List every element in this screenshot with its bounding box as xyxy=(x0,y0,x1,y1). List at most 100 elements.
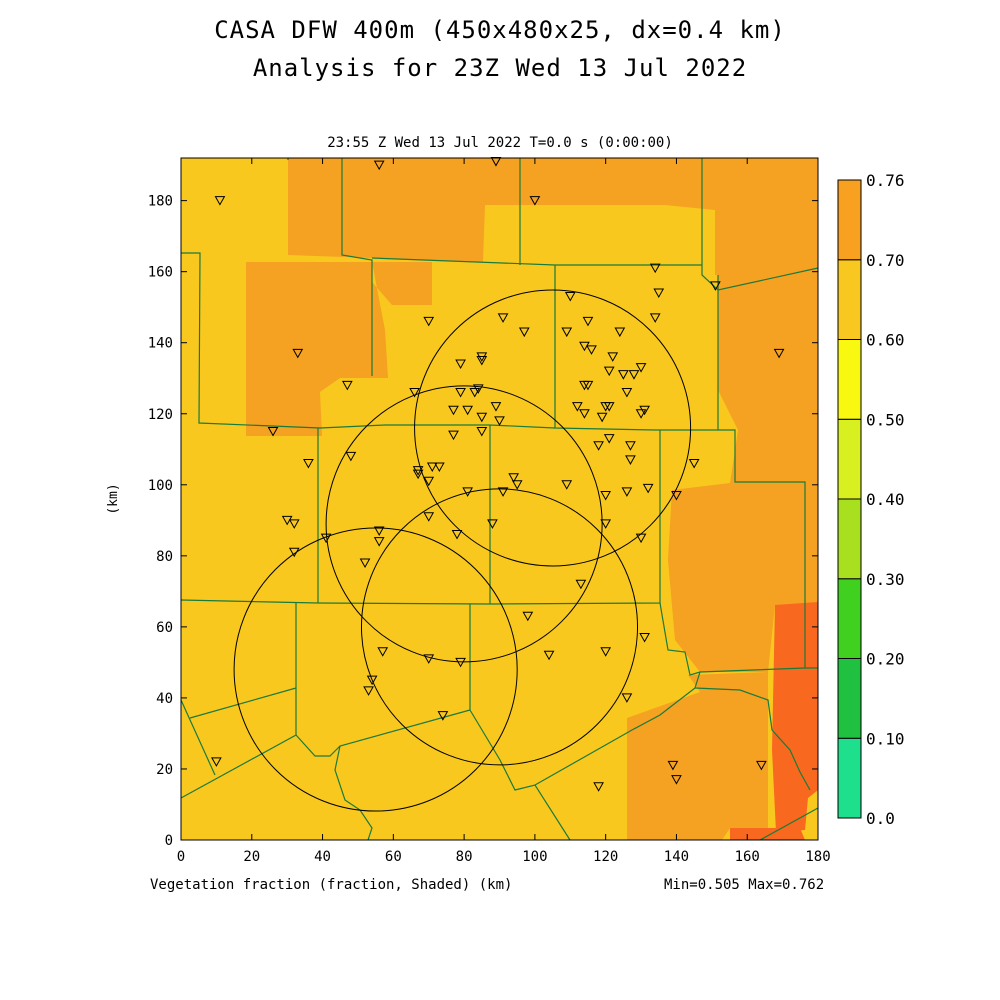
station-marker xyxy=(412,469,424,480)
x-tick-label: 40 xyxy=(314,849,331,865)
station-marker xyxy=(363,686,374,696)
y-tick-label: 100 xyxy=(148,478,173,494)
station-marker xyxy=(635,363,647,373)
colorbar-swatch xyxy=(837,179,862,261)
station-marker xyxy=(373,537,385,547)
station-marker xyxy=(455,657,466,668)
x-tick-label: 100 xyxy=(522,849,547,865)
station-marker xyxy=(600,647,612,657)
field-region-high-east xyxy=(772,602,818,832)
station-marker xyxy=(579,409,590,419)
station-marker xyxy=(303,458,314,469)
plot-subtitle: 23:55 Z Wed 13 Jul 2022 T=0.0 s (0:00:00… xyxy=(327,135,673,151)
station-marker xyxy=(497,313,509,323)
county-line xyxy=(180,699,216,776)
y-tick-label: 0 xyxy=(165,833,173,849)
y-axis-label: (km) xyxy=(106,483,121,514)
station-marker xyxy=(476,427,488,437)
station-marker xyxy=(600,519,612,529)
colorbar-label: 0.60 xyxy=(866,331,905,350)
x-tick-label: 80 xyxy=(456,849,473,865)
colorbar: 0.0 0.10 0.20 0.30 0.40 0.50 0.60 0.70 0.76 xyxy=(837,171,905,828)
x-axis: 0 20 40 60 80 100 120 140 160 180 xyxy=(177,158,831,865)
station-marker xyxy=(487,519,498,529)
field-region-east xyxy=(668,268,818,672)
y-axis: 0 20 40 60 80 100 120 140 160 180 xyxy=(148,194,818,849)
station-marker xyxy=(455,359,466,370)
station-marker xyxy=(600,402,612,412)
station-marker xyxy=(773,348,785,359)
x-tick-label: 60 xyxy=(385,849,402,865)
y-tick-label: 160 xyxy=(148,265,173,281)
station-marker xyxy=(214,196,226,206)
station-marker xyxy=(476,355,488,366)
station-marker xyxy=(543,650,555,661)
station-marker xyxy=(476,412,488,423)
station-marker xyxy=(359,558,371,568)
y-tick-label: 60 xyxy=(156,620,173,636)
y-tick-label: 80 xyxy=(156,549,173,565)
station-marker xyxy=(582,316,594,327)
county-line xyxy=(334,745,373,841)
station-marker xyxy=(494,416,505,426)
station-marker xyxy=(345,451,357,462)
field-region-northwest xyxy=(246,262,432,436)
station-marker xyxy=(653,288,665,298)
station-marker xyxy=(267,427,279,437)
colorbar-label: 0.30 xyxy=(866,570,905,589)
station-marker xyxy=(649,263,661,274)
station-marker xyxy=(607,352,619,362)
station-marker xyxy=(462,487,474,497)
station-markers xyxy=(211,157,785,792)
station-marker xyxy=(579,380,590,391)
station-marker xyxy=(211,757,222,767)
station-marker xyxy=(635,533,647,544)
colorbar-label: 0.50 xyxy=(866,410,905,429)
colorbar-label: 0.76 xyxy=(866,171,905,190)
station-marker xyxy=(518,327,530,338)
station-marker xyxy=(423,316,435,327)
x-tick-label: 20 xyxy=(243,849,260,865)
station-marker xyxy=(671,775,682,785)
station-marker xyxy=(635,409,647,419)
county-line xyxy=(701,158,819,291)
y-tick-label: 120 xyxy=(148,407,173,423)
station-marker xyxy=(409,387,420,398)
station-marker xyxy=(600,490,612,501)
station-marker xyxy=(451,530,463,540)
county-line xyxy=(295,709,471,757)
county-lines xyxy=(180,158,819,841)
colorbar-label: 0.70 xyxy=(866,251,905,270)
y-tick-label: 20 xyxy=(156,762,173,778)
station-marker xyxy=(561,480,573,490)
station-marker xyxy=(433,462,445,473)
colorbar-swatch xyxy=(837,259,862,340)
station-marker xyxy=(292,348,304,359)
field-region-north xyxy=(288,158,818,275)
station-marker xyxy=(341,380,353,391)
station-marker xyxy=(366,675,378,686)
radar-ring xyxy=(414,289,692,567)
colorbar-label: 0.20 xyxy=(866,650,905,669)
county-line xyxy=(181,252,386,429)
station-marker xyxy=(448,405,459,416)
y-tick-label: 40 xyxy=(156,691,173,707)
station-marker xyxy=(596,412,608,423)
station-marker xyxy=(614,327,626,338)
station-marker xyxy=(603,366,615,377)
x-tick-label: 0 xyxy=(177,849,185,865)
station-marker xyxy=(688,458,700,469)
station-marker xyxy=(649,313,661,323)
field-region-high-south xyxy=(730,828,805,840)
county-line xyxy=(554,265,718,431)
station-marker xyxy=(377,647,389,657)
station-marker xyxy=(621,487,633,497)
station-marker xyxy=(529,196,541,206)
variable-label: Vegetation fraction (fraction, Shaded) (… xyxy=(150,877,513,893)
station-marker xyxy=(423,476,435,487)
x-tick-label: 140 xyxy=(664,849,689,865)
station-marker xyxy=(373,526,385,536)
station-marker xyxy=(455,387,466,398)
station-marker xyxy=(448,430,459,441)
station-marker xyxy=(579,341,590,352)
